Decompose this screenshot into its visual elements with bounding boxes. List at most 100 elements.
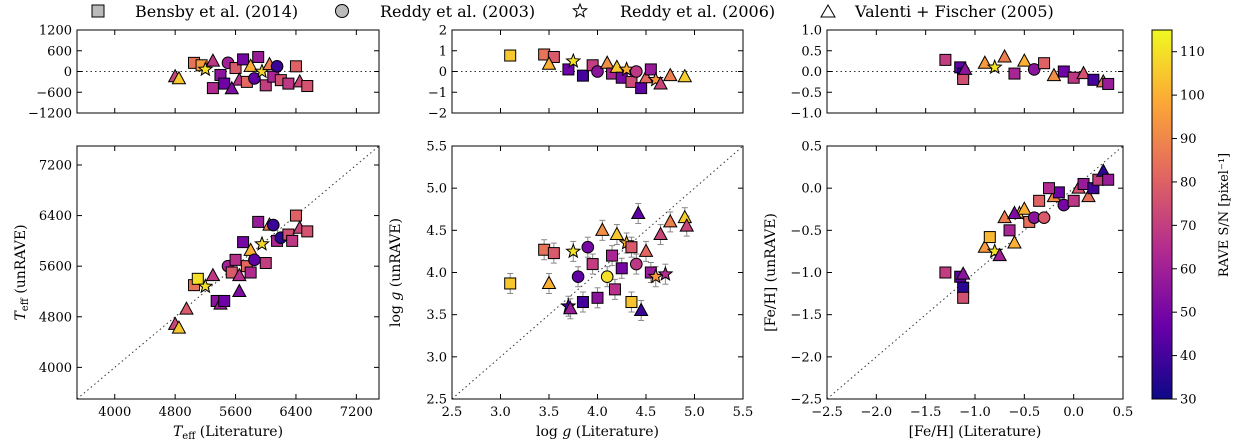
x-tick-label: 0.0 xyxy=(1063,405,1084,420)
panel-feh-residual: 1.0 0.5 0.0 −0.5 −1.0 xyxy=(790,24,1124,122)
y-tick-label: −2.0 xyxy=(790,350,822,365)
data-point-triangle xyxy=(662,67,678,82)
data-point-square xyxy=(644,63,657,76)
colorbar-tick-label: 80 xyxy=(1180,175,1197,190)
data-point-star xyxy=(197,60,214,77)
data-point-circle xyxy=(267,218,280,232)
data-point-triangle xyxy=(231,267,247,282)
data-point-square xyxy=(576,69,589,82)
y-tick-label: 0.0 xyxy=(801,182,822,197)
x-tick-label: −2.0 xyxy=(861,405,893,420)
x-tick-label: 2.5 xyxy=(442,405,463,420)
data-point-square xyxy=(1003,224,1016,237)
data-point-triangle xyxy=(205,53,221,67)
y-axis-label: log g (unRAVE) xyxy=(388,218,404,327)
data-point-square xyxy=(252,50,265,63)
y-tick-label: 0.0 xyxy=(801,65,822,80)
data-point-square xyxy=(237,236,250,249)
data-point-circle xyxy=(630,65,643,78)
legend-circle-marker xyxy=(335,4,349,18)
data-point-square xyxy=(504,49,517,62)
data-point-circle xyxy=(1027,63,1041,76)
colorbar-tick-label: 30 xyxy=(1180,393,1197,408)
x-tick-label: 5.0 xyxy=(684,405,705,420)
data-point-triangle xyxy=(955,266,971,280)
data-point-star xyxy=(197,277,214,294)
data-point-square xyxy=(625,75,638,88)
colorbar-tick-label: 70 xyxy=(1180,219,1197,234)
data-point-square xyxy=(983,231,996,244)
data-point-square xyxy=(591,291,604,304)
colorbar-label: RAVE S/N [pixel⁻¹] xyxy=(1217,153,1232,277)
y-axis-label: Teff (unRAVE) xyxy=(13,224,31,320)
data-point-circle xyxy=(600,270,614,284)
data-point-square xyxy=(547,50,560,63)
colorbar-tick-label: 100 xyxy=(1180,89,1205,104)
data-point-square xyxy=(1102,173,1115,186)
y-tick-label: 0.5 xyxy=(801,44,822,59)
y-tick-label: 6400 xyxy=(39,209,72,224)
data-point-square xyxy=(289,209,302,222)
data-point-square xyxy=(547,247,560,260)
data-point-triangle xyxy=(609,226,625,241)
colorbar-tick-label: 60 xyxy=(1180,262,1197,277)
x-tick-label: 5600 xyxy=(219,405,252,420)
data-point-triangle xyxy=(243,58,258,72)
y-tick-label: −2.5 xyxy=(790,393,822,408)
legend: Bensby et al. (2014) Reddy et al. (2003)… xyxy=(91,2,1054,21)
x-tick-label: −2.5 xyxy=(811,405,843,420)
legend-star-marker xyxy=(571,2,589,18)
data-point-star xyxy=(253,235,270,251)
y-tick-label: −600 xyxy=(36,86,72,101)
data-point-triangle xyxy=(1007,234,1022,249)
data-point-triangle xyxy=(595,222,610,236)
data-point-square xyxy=(606,249,619,262)
data-point-square xyxy=(1043,182,1055,195)
x-tick-label: 0.5 xyxy=(1113,405,1134,420)
data-point-triangle xyxy=(997,48,1012,63)
y-tick-label: 5600 xyxy=(39,260,72,275)
y-tick-label: 0.5 xyxy=(801,140,822,155)
data-point-triangle xyxy=(205,267,221,282)
x-tick-label: −0.5 xyxy=(1009,405,1041,420)
y-tick-label: −0.5 xyxy=(790,86,822,101)
data-point-triangle xyxy=(599,55,615,69)
panel-logg: 5.5 5.0 4.5 4.0 3.5 3.0 2.52.5 3.0 3.5 4.0 4.5 5.0 5… xyxy=(388,140,753,441)
y-tick-label: −0.5 xyxy=(790,224,822,239)
data-point-star xyxy=(657,265,674,281)
data-point-square xyxy=(1052,186,1065,199)
legend-triangle-marker xyxy=(820,4,836,18)
data-point-square xyxy=(1038,57,1051,70)
data-point-circle xyxy=(581,240,595,254)
data-point-square xyxy=(237,53,250,66)
data-point-triangle xyxy=(179,301,194,315)
y-tick-label: 5.5 xyxy=(426,140,447,155)
data-point-triangle xyxy=(1016,201,1032,215)
data-point-square xyxy=(218,294,231,307)
y-tick-label: 3.0 xyxy=(426,350,447,365)
colorbar-ticks: 30 40 50 60 70 80 90 100 110 xyxy=(1172,45,1205,408)
data-point-circle xyxy=(630,257,643,271)
data-point-triangle xyxy=(171,70,187,85)
x-tick-label: 3.5 xyxy=(539,405,560,420)
legend-label-valenti: Valenti + Fischer (2005) xyxy=(854,2,1054,21)
y-tick-label: 2 xyxy=(439,24,447,39)
x-tick-label: −1.0 xyxy=(959,405,991,420)
data-point-triangle xyxy=(638,243,654,257)
data-point-triangle xyxy=(679,218,695,232)
data-point-circle xyxy=(248,72,261,85)
x-axis-label: [Fe/H] (Literature) xyxy=(909,424,1042,440)
data-point-square xyxy=(301,225,314,238)
data-point-star xyxy=(618,61,635,77)
y-tick-label: −1200 xyxy=(28,107,72,122)
legend-item-reddy-2003: Reddy et al. (2003) xyxy=(335,2,535,21)
data-point-circle xyxy=(571,270,585,284)
x-axis-label: Teff (Literature) xyxy=(173,424,283,442)
y-tick-label: −1 xyxy=(428,86,447,101)
data-point-square xyxy=(259,79,272,92)
y-tick-label: 7200 xyxy=(39,158,72,173)
data-point-square xyxy=(562,63,575,76)
panel-logg-residual: 2 1 0 −1 −2 xyxy=(428,24,744,122)
y-tick-label: 2.5 xyxy=(426,393,447,408)
data-point-square xyxy=(625,241,638,254)
